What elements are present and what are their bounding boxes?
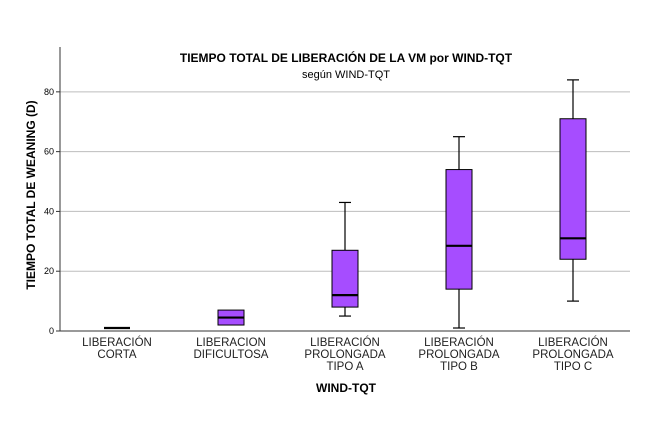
x-category-label-line: PROLONGADA — [418, 349, 499, 361]
y-tick-label: 80 — [44, 87, 54, 97]
y-tick-label: 40 — [44, 206, 54, 216]
iqr-box — [559, 118, 587, 260]
y-tick-label: 60 — [44, 147, 54, 157]
x-category-label-line: LIBERACIÓN — [310, 336, 380, 349]
x-category-label-line: TIPO B — [440, 361, 478, 373]
iqr-box — [445, 169, 473, 290]
y-axis-title: TIEMPO TOTAL DE WEANING (D) — [24, 100, 38, 289]
y-tick-label: 20 — [44, 266, 54, 276]
iqr-box — [331, 249, 359, 308]
x-category-label-line: LIBERACIÓN — [538, 336, 608, 349]
x-category-label-line: PROLONGADA — [532, 349, 613, 361]
chart-title: TIEMPO TOTAL DE LIBERACIÓN DE LA VM por … — [180, 50, 513, 65]
x-category-label-line: TIPO A — [326, 361, 363, 373]
box-4 — [445, 136, 473, 329]
x-category-label-line: CORTA — [97, 349, 137, 361]
x-category-label-line: PROLONGADA — [304, 349, 385, 361]
x-category-label-line: LIBERACION — [196, 337, 266, 349]
x-category-label-line: LIBERACIÓN — [82, 336, 152, 349]
box-2 — [217, 309, 245, 326]
y-tick-labels: 0 20 40 60 80 — [44, 87, 60, 336]
box-5 — [559, 79, 587, 302]
box-3 — [331, 201, 359, 317]
x-category-label-line: TIPO C — [554, 361, 592, 373]
x-category-label-line: LIBERACIÓN — [424, 336, 494, 349]
y-tick-label: 0 — [49, 326, 54, 336]
chart-subtitle: según WIND-TQT — [302, 69, 390, 81]
x-category-labels: LIBERACIÓNCORTALIBERACIONDIFICULTOSALIBE… — [82, 336, 614, 373]
x-category-label-line: DIFICULTOSA — [194, 349, 269, 361]
boxes-layer — [104, 79, 587, 330]
x-axis-title: WIND-TQT — [316, 381, 377, 395]
